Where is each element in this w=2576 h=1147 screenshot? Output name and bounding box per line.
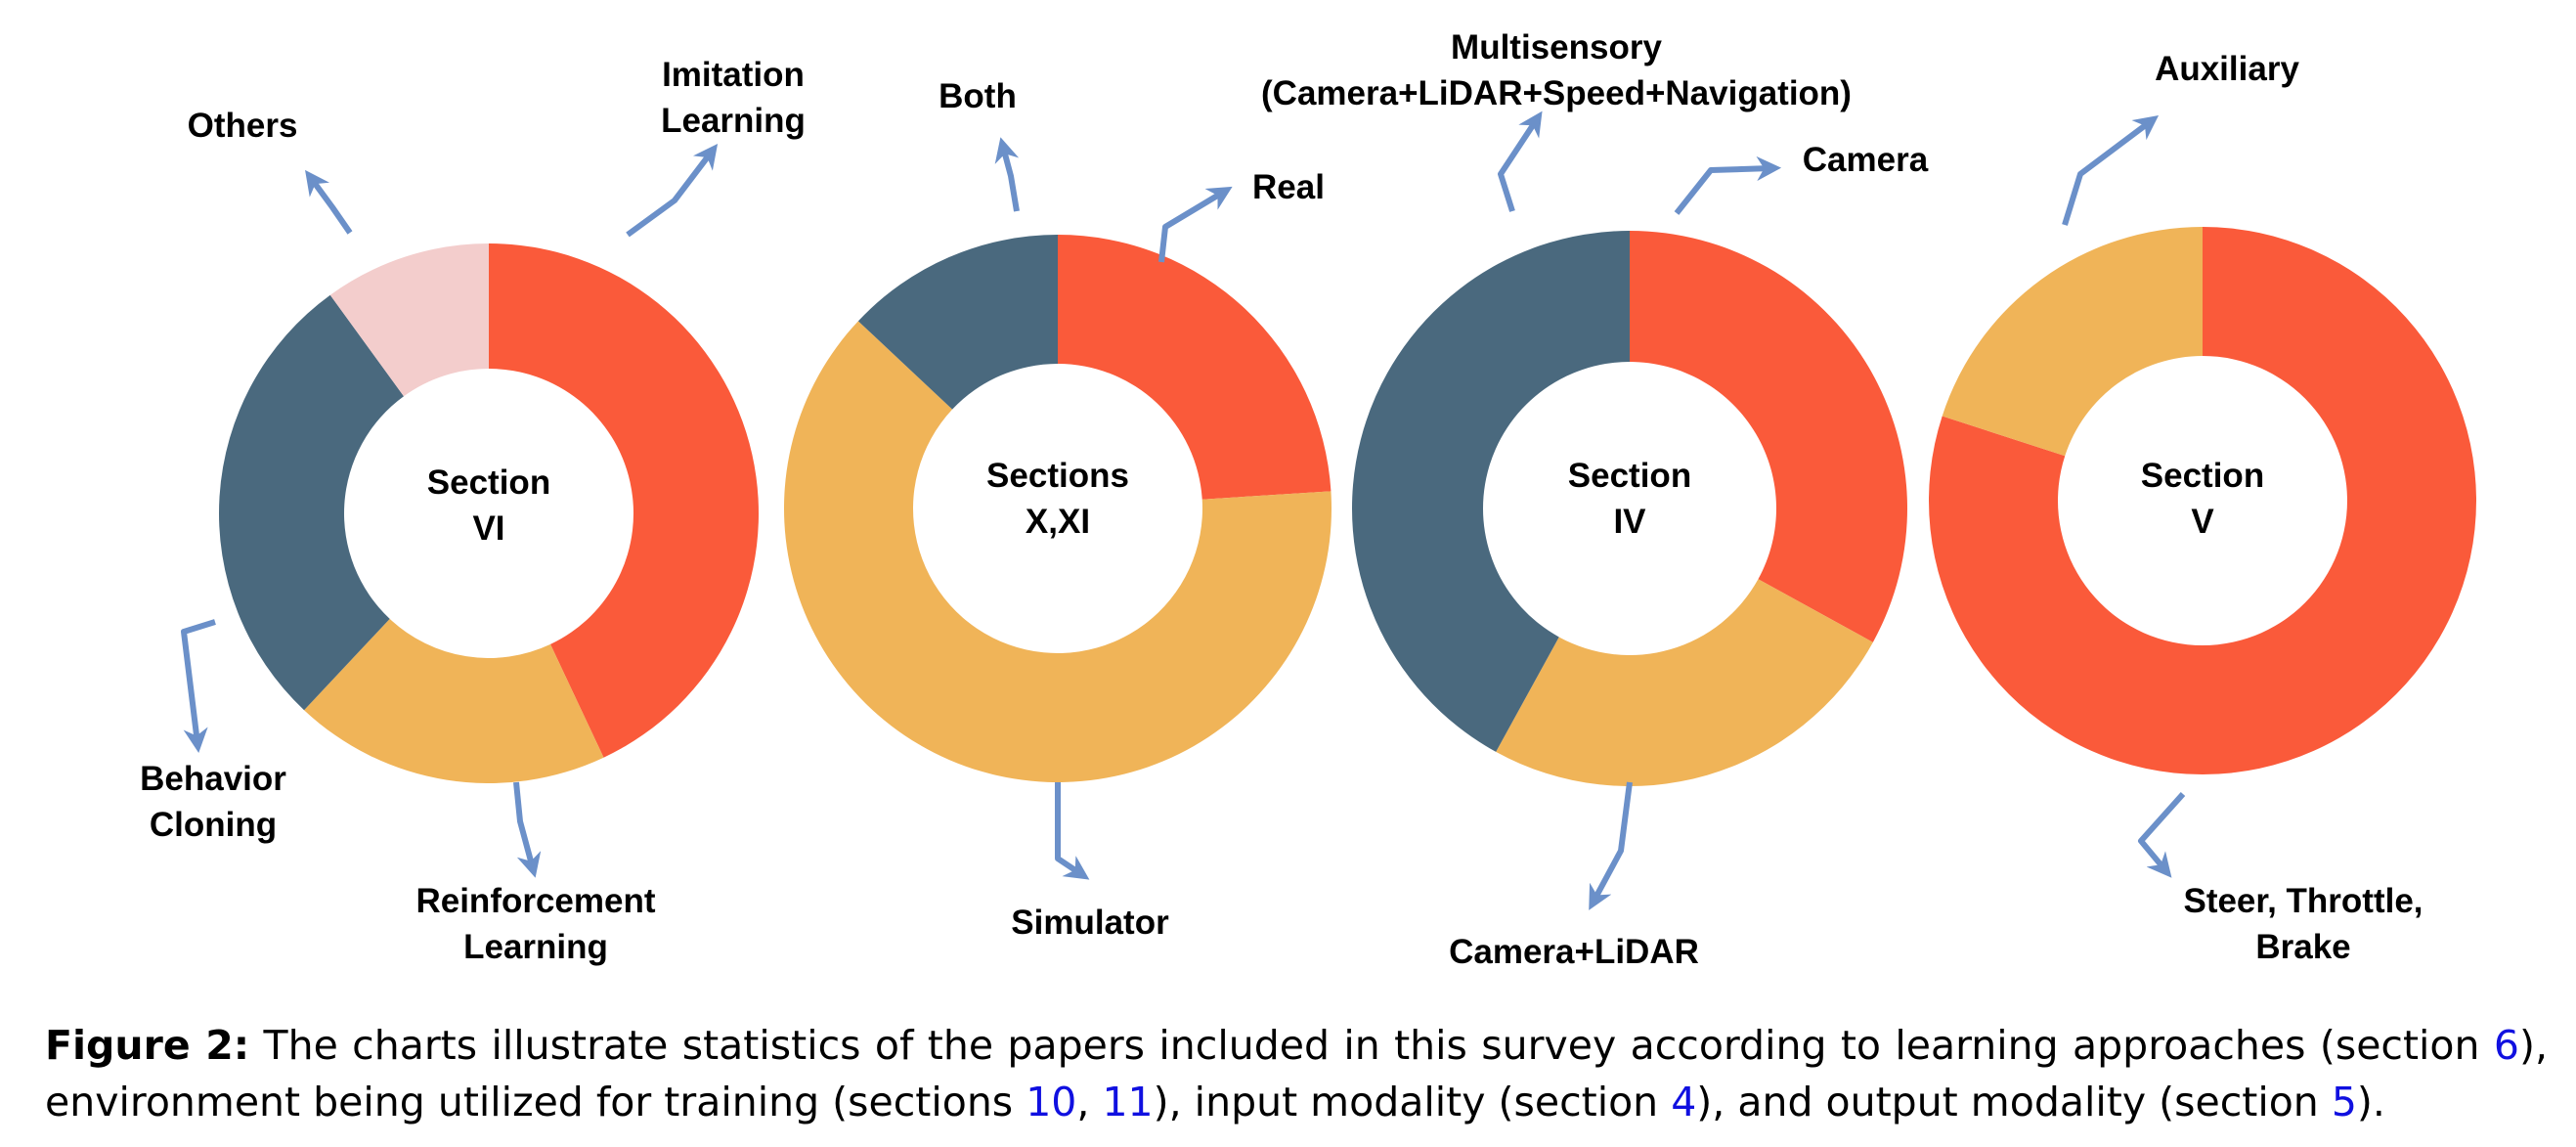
center-label-line2: X,XI — [1026, 503, 1090, 541]
label-behavior-cloning-line2: Cloning — [150, 806, 277, 844]
slice-camera — [1630, 231, 1907, 642]
label-both: Both — [939, 77, 1017, 115]
center-label-line2: VI — [472, 509, 504, 548]
arrow-behavior — [181, 619, 216, 754]
arrow-cameralidar — [1589, 781, 1633, 910]
center-label-line1: Section — [427, 463, 550, 502]
label-camera: Camera — [1803, 141, 1929, 179]
donut-chart-input-modality — [1352, 231, 1907, 786]
label-imitation-learning-line2: Learning — [661, 102, 806, 140]
caption-figure-tag: Figure 2: — [45, 1022, 250, 1069]
arrow-multisensory — [1498, 110, 1543, 212]
arrow-imitation — [626, 143, 719, 238]
slice-steer-throttle-brake — [1929, 227, 2477, 774]
caption-text: The charts illustrate statistics of the … — [249, 1022, 2494, 1069]
caption-link-section-10[interactable]: 10 — [1026, 1079, 1077, 1125]
label-multisensory-line1: Multisensory — [1451, 28, 1662, 66]
arrow-steer — [2138, 791, 2186, 878]
caption-text: ), input modality (section — [1153, 1079, 1672, 1125]
slice-behavior-cloning — [219, 294, 405, 711]
caption-link-section-5[interactable]: 5 — [2331, 1079, 2357, 1125]
label-reinforcement-learning-line1: Reinforcement — [415, 882, 655, 920]
caption-link-section-11[interactable]: 11 — [1102, 1079, 1154, 1125]
figure-caption: Figure 2: The charts illustrate statisti… — [45, 1017, 2548, 1130]
arrow-real — [1158, 186, 1233, 263]
arrow-simulator — [1055, 782, 1090, 880]
slice-others — [329, 243, 489, 397]
label-camera-lidar: Camera+LiDAR — [1449, 933, 1699, 971]
donut-chart-output-modality — [1929, 227, 2477, 774]
slice-camera-lidar — [1496, 579, 1873, 786]
caption-link-section-6[interactable]: 6 — [2493, 1022, 2519, 1069]
arrow-others — [305, 169, 353, 235]
center-label-line1: Section — [2141, 457, 2264, 495]
slice-real — [1058, 235, 1332, 500]
donut-chart-environment — [784, 235, 1332, 782]
caption-text: ), environment being utilized for traini… — [45, 1022, 2548, 1125]
caption-separator: , — [1076, 1079, 1103, 1125]
arrow-both — [994, 137, 1020, 212]
center-label-line2: V — [2191, 503, 2214, 541]
caption-text: ). — [2356, 1079, 2385, 1125]
label-simulator: Simulator — [1011, 904, 1169, 942]
arrow-camera — [1674, 155, 1782, 215]
caption-link-section-4[interactable]: 4 — [1671, 1079, 1697, 1125]
slice-imitation-learning — [489, 243, 759, 758]
label-reinforcement-learning-line2: Learning — [463, 928, 608, 966]
slice-simulator — [784, 321, 1332, 782]
label-auxiliary: Auxiliary — [2155, 50, 2299, 88]
label-others: Others — [188, 107, 298, 145]
caption-text: ), and output modality (section — [1696, 1079, 2332, 1125]
slice-multisensory-camera-lidar-speed-navigation — [1352, 231, 1630, 752]
donut-chart-learning-approaches — [219, 243, 759, 783]
slice-reinforcement-learning — [304, 618, 604, 783]
label-steer-throttle-brake-line1: Steer, Throttle, — [2183, 882, 2423, 920]
arrow-auxiliary — [2062, 114, 2160, 226]
arrow-reinforcement — [513, 781, 542, 878]
label-behavior-cloning-line1: Behavior — [140, 760, 286, 798]
center-label-line1: Sections — [986, 457, 1129, 495]
label-imitation-learning-line1: Imitation — [662, 56, 805, 94]
figure-charts: Section VI Sections X,XI Section IV Sect… — [140, 28, 2477, 971]
slice-both — [857, 235, 1058, 410]
label-real: Real — [1252, 168, 1325, 206]
label-steer-throttle-brake-line2: Brake — [2255, 928, 2350, 966]
center-label-line1: Section — [1568, 457, 1691, 495]
center-label-line2: IV — [1613, 503, 1646, 541]
leader-arrows — [181, 110, 2186, 910]
slice-auxiliary — [1942, 227, 2203, 457]
label-multisensory-line2: (Camera+LiDAR+Speed+Navigation) — [1261, 74, 1852, 112]
